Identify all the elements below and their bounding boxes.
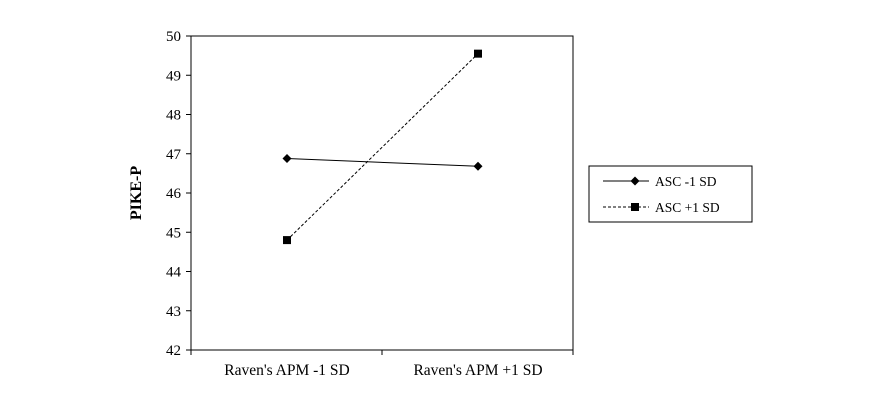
- x-category-label: Raven's APM -1 SD: [224, 362, 350, 379]
- series-line: [286, 53, 479, 241]
- legend-label: ASC +1 SD: [655, 200, 720, 215]
- series-group: [282, 49, 483, 245]
- y-tick-label: 43: [166, 304, 181, 320]
- data-point: [282, 153, 292, 163]
- y-tick-label: 47: [166, 147, 182, 163]
- legend: ASC -1 SD ASC +1 SD: [588, 165, 753, 223]
- legend-marker: [631, 203, 639, 211]
- data-point: [283, 236, 291, 245]
- y-tick-label: 50: [166, 29, 181, 45]
- series-asc-1-sd: [283, 49, 482, 245]
- y-axis-label: PIKE-P: [128, 166, 145, 220]
- y-tick-label: 49: [166, 68, 181, 84]
- data-point: [474, 49, 482, 58]
- legend-box: [588, 165, 753, 223]
- x-category-label: Raven's APM +1 SD: [413, 362, 542, 379]
- y-axis: 42 43 44 45 46 47 48 49 50: [166, 29, 191, 359]
- legend-marker: [630, 176, 640, 186]
- y-tick-label: 48: [166, 108, 181, 124]
- series-asc-1-sd: [282, 153, 483, 171]
- plot-area: [190, 35, 574, 351]
- x-axis: Raven's APM -1 SD Raven's APM +1 SD: [190, 350, 574, 379]
- y-tick-label: 44: [166, 265, 182, 281]
- y-tick-label: 42: [166, 343, 181, 359]
- legend-label: ASC -1 SD: [655, 174, 717, 189]
- y-tick-label: 46: [166, 186, 182, 202]
- y-tick-label: 45: [166, 225, 181, 241]
- data-point: [473, 161, 483, 171]
- series-line: [286, 157, 479, 167]
